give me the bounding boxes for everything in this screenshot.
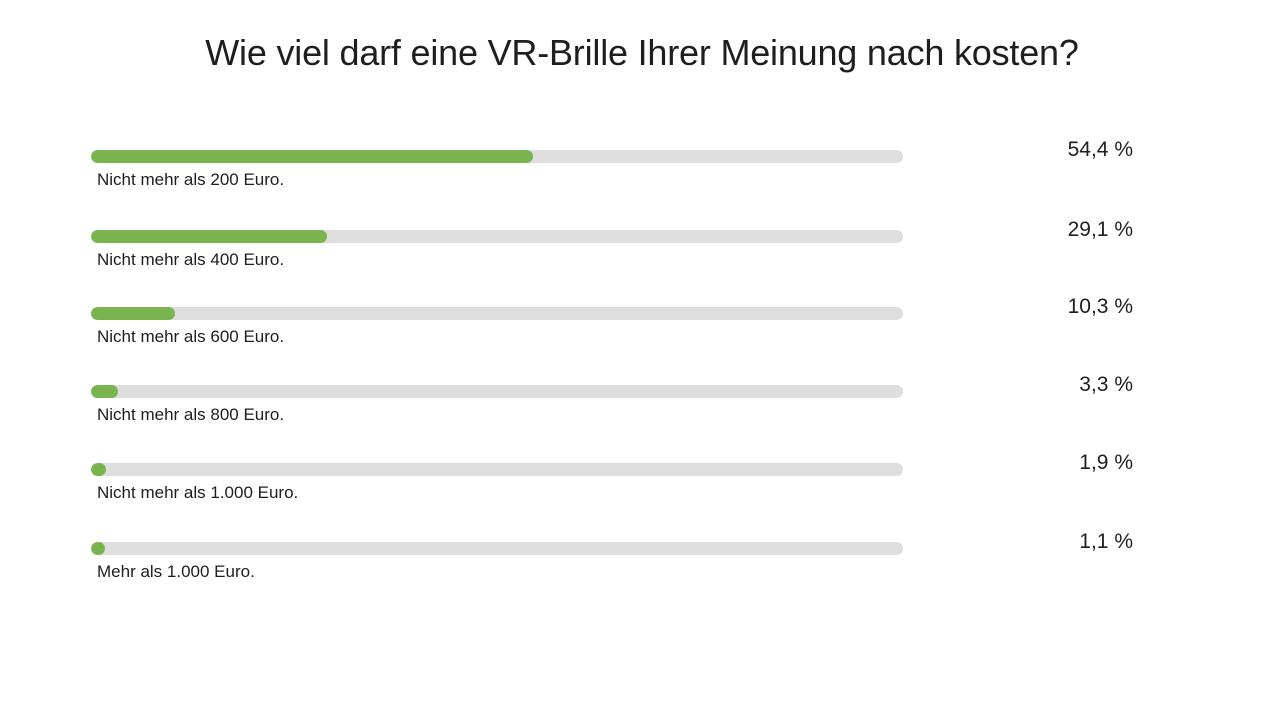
bar-row: Mehr als 1.000 Euro. 1,1 % <box>0 530 1280 602</box>
bar-row: Nicht mehr als 1.000 Euro. 1,9 % <box>0 451 1280 523</box>
category-label: Mehr als 1.000 Euro. <box>97 562 255 581</box>
value-label: 29,1 % <box>1067 218 1133 241</box>
category-label: Nicht mehr als 800 Euro. <box>97 405 285 424</box>
bar-row: Nicht mehr als 400 Euro. 29,1 % <box>0 218 1280 290</box>
bar-track <box>91 542 903 555</box>
bar-fill <box>91 230 328 243</box>
bar-fill <box>91 463 107 476</box>
bar-track <box>91 150 903 163</box>
bar-row: Nicht mehr als 600 Euro. 10,3 % <box>0 295 1280 367</box>
bar-track <box>91 307 903 320</box>
bar-fill <box>91 542 105 555</box>
category-label: Nicht mehr als 400 Euro. <box>97 250 285 269</box>
value-label: 1,1 % <box>1079 530 1133 553</box>
value-label: 1,9 % <box>1079 451 1133 474</box>
bar-track <box>91 385 903 398</box>
value-label: 3,3 % <box>1079 373 1133 396</box>
category-label: Nicht mehr als 600 Euro. <box>97 327 285 346</box>
bar-track <box>91 463 903 476</box>
chart-title: Wie viel darf eine VR-Brille Ihrer Meinu… <box>205 32 1079 73</box>
bar-row: Nicht mehr als 800 Euro. 3,3 % <box>0 373 1280 445</box>
bar-fill <box>91 307 175 320</box>
category-label: Nicht mehr als 1.000 Euro. <box>97 483 299 502</box>
category-label: Nicht mehr als 200 Euro. <box>97 170 285 189</box>
bar-fill <box>91 385 118 398</box>
bar-row: Nicht mehr als 200 Euro. 54,4 % <box>0 138 1280 210</box>
bar-track <box>91 230 903 243</box>
value-label: 54,4 % <box>1067 138 1133 161</box>
bar-fill <box>91 150 533 163</box>
value-label: 10,3 % <box>1067 295 1133 318</box>
